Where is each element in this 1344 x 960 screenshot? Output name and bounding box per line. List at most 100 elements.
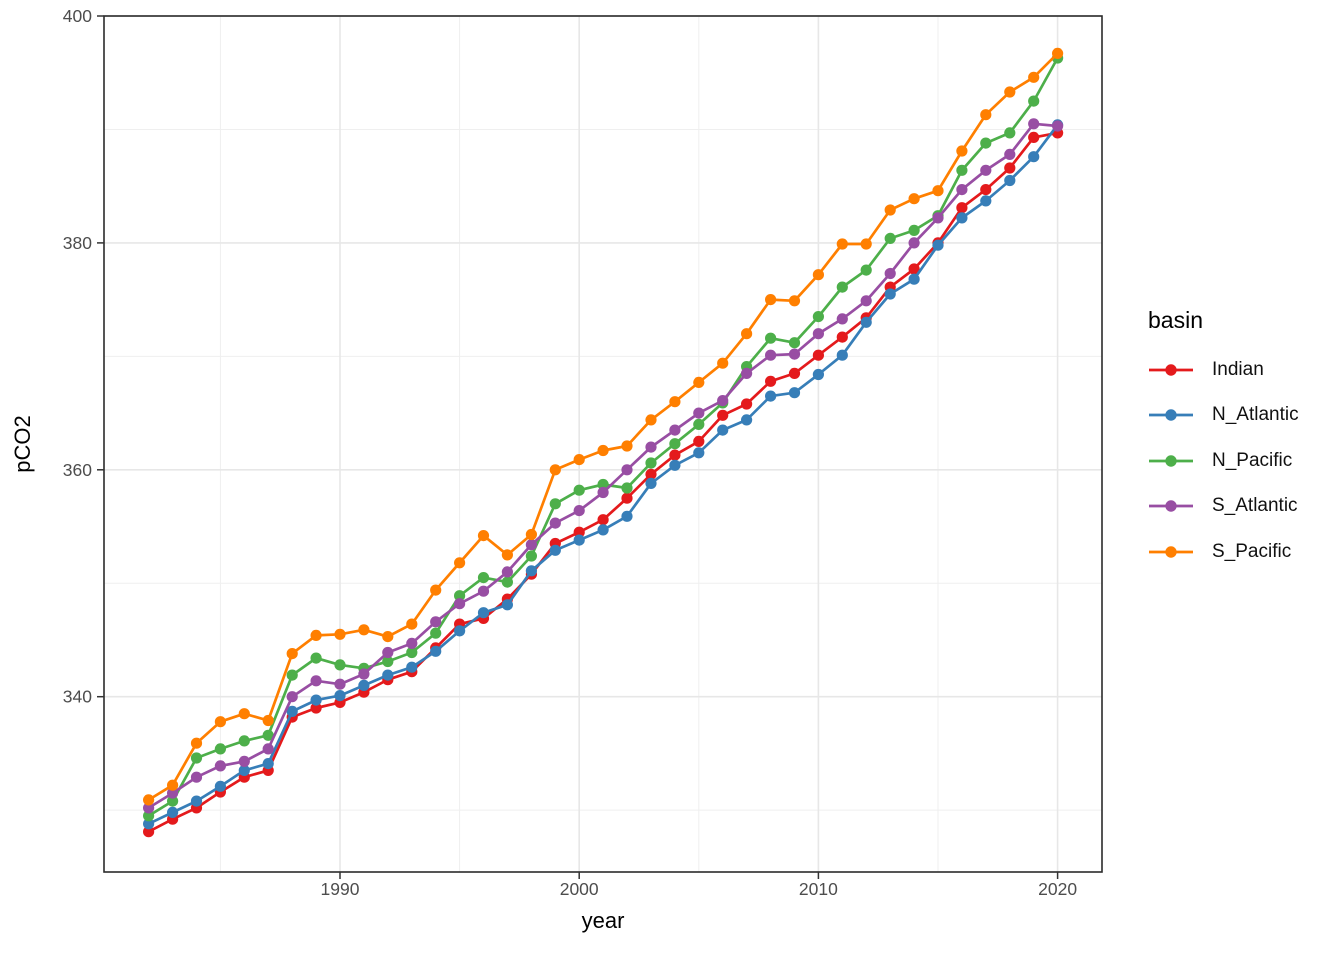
series-point-S_Pacific xyxy=(143,794,155,806)
series-point-S_Pacific xyxy=(286,648,298,660)
series-point-S_Pacific xyxy=(214,716,226,728)
series-point-S_Pacific xyxy=(788,295,801,307)
series-point-S_Pacific xyxy=(262,714,274,727)
series-point-S_Pacific xyxy=(238,708,250,720)
series-point-S_Atlantic xyxy=(286,691,298,703)
series-point-N_Atlantic xyxy=(190,795,203,807)
series-point-S_Atlantic xyxy=(238,755,250,768)
legend-item-S_Pacific: S_Pacific xyxy=(1148,529,1338,575)
series-point-N_Atlantic xyxy=(454,625,466,637)
series-point-N_Atlantic xyxy=(167,806,179,819)
series-point-S_Atlantic xyxy=(1004,148,1016,160)
series-point-N_Pacific xyxy=(382,655,394,668)
series-point-Indian xyxy=(669,449,681,461)
series-point-S_Atlantic xyxy=(980,164,992,176)
series-point-N_Pacific xyxy=(262,729,274,741)
series-point-S_Atlantic xyxy=(214,760,226,772)
series-point-N_Atlantic xyxy=(549,544,561,556)
series-point-S_Pacific xyxy=(812,269,825,281)
series-point-N_Atlantic xyxy=(1004,174,1016,187)
y-axis-title: pCO2 xyxy=(10,415,35,472)
series-point-N_Atlantic xyxy=(1028,151,1040,163)
series-point-N_Pacific xyxy=(980,137,992,149)
series-point-N_Pacific xyxy=(956,164,968,176)
series-point-S_Pacific xyxy=(597,444,609,457)
series-point-N_Pacific xyxy=(908,224,920,236)
series-point-Indian xyxy=(573,526,585,538)
series-point-S_Pacific xyxy=(310,629,322,642)
series-point-N_Pacific xyxy=(190,752,203,764)
series-point-Indian xyxy=(956,202,968,214)
series-point-Indian xyxy=(621,492,633,504)
series-point-N_Pacific xyxy=(143,810,155,822)
series-point-N_Atlantic xyxy=(693,447,705,459)
series-point-N_Atlantic xyxy=(765,390,777,402)
series-point-S_Atlantic xyxy=(932,212,944,224)
legend: basin Indian N_Atlantic N_Pacific S_Atlanti… xyxy=(1148,306,1338,575)
series-point-N_Atlantic xyxy=(334,690,346,702)
series-point-S_Atlantic xyxy=(430,616,442,628)
series-point-N_Atlantic xyxy=(382,669,394,681)
y-tick-label: 380 xyxy=(63,233,92,253)
series-point-S_Pacific xyxy=(549,464,561,476)
series-point-Indian xyxy=(765,375,777,387)
series-point-S_Atlantic xyxy=(812,328,825,340)
series-point-N_Pacific xyxy=(549,498,561,510)
x-tick-label: 2000 xyxy=(560,879,599,899)
legend-label: S_Atlantic xyxy=(1212,495,1298,517)
series-point-Indian xyxy=(836,331,848,343)
series-point-S_Pacific xyxy=(454,557,466,569)
series-point-N_Pacific xyxy=(765,332,777,344)
series-point-S_Pacific xyxy=(932,185,944,197)
series-point-S_Atlantic xyxy=(908,237,920,249)
series-point-S_Atlantic xyxy=(334,678,346,690)
series-point-S_Atlantic xyxy=(741,367,753,379)
series-point-S_Pacific xyxy=(956,145,968,157)
series-point-N_Pacific xyxy=(238,735,250,747)
series-point-S_Pacific xyxy=(190,737,203,749)
series-point-N_Pacific xyxy=(334,659,346,671)
series-point-N_Atlantic xyxy=(908,273,920,285)
series-point-N_Atlantic xyxy=(501,599,513,611)
series-point-S_Pacific xyxy=(167,779,179,791)
series-point-S_Atlantic xyxy=(406,637,418,650)
legend-key-icon-Indian xyxy=(1149,364,1193,376)
series-point-S_Atlantic xyxy=(836,313,848,325)
series-point-N_Atlantic xyxy=(980,195,992,207)
series-point-S_Pacific xyxy=(1028,71,1040,83)
series-point-S_Atlantic xyxy=(190,771,203,783)
series-point-Indian xyxy=(812,349,825,361)
series-point-S_Pacific xyxy=(884,204,896,216)
series-point-N_Pacific xyxy=(477,572,490,584)
series-point-N_Atlantic xyxy=(143,818,155,830)
series-point-N_Atlantic xyxy=(573,534,585,546)
series-point-S_Pacific xyxy=(980,109,992,121)
series-point-N_Pacific xyxy=(645,457,657,469)
legend-title: basin xyxy=(1148,307,1203,333)
series-point-N_Pacific xyxy=(310,652,322,664)
series-point-N_Pacific xyxy=(693,418,705,430)
x-tick-label: 2010 xyxy=(799,879,838,899)
series-point-S_Pacific xyxy=(717,357,729,369)
series-point-S_Pacific xyxy=(765,294,777,306)
series-point-S_Pacific xyxy=(669,396,681,408)
series-point-S_Atlantic xyxy=(167,787,179,799)
series-point-S_Atlantic xyxy=(860,295,872,307)
series-point-S_Pacific xyxy=(477,530,490,542)
series-point-Indian xyxy=(908,263,920,275)
series-point-S_Pacific xyxy=(860,238,872,250)
series-point-N_Pacific xyxy=(812,311,825,323)
series-point-N_Pacific xyxy=(286,669,298,681)
series-point-N_Pacific xyxy=(573,484,585,496)
x-axis-title: year xyxy=(582,908,625,933)
series-point-S_Atlantic xyxy=(358,668,370,680)
legend-key-icon-S_Pacific xyxy=(1149,546,1193,558)
series-point-N_Atlantic xyxy=(884,288,896,300)
series-point-S_Pacific xyxy=(645,414,657,426)
series-point-N_Atlantic xyxy=(788,387,801,399)
series-point-N_Pacific xyxy=(454,590,466,602)
series-point-N_Atlantic xyxy=(238,764,250,777)
legend-item-S_Atlantic: S_Atlantic xyxy=(1148,484,1338,530)
series-point-S_Pacific xyxy=(741,328,753,340)
